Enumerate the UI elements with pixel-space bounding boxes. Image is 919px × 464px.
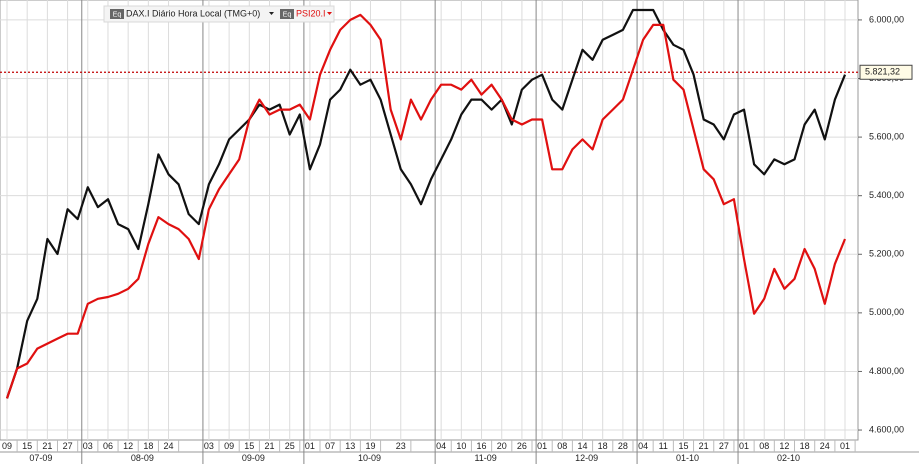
y-tick-label: 5.000,00 [869, 307, 904, 317]
reference-label-box [859, 64, 913, 80]
x-tick-label: 15 [244, 441, 254, 451]
x-tick-label: 04 [436, 441, 446, 451]
y-tick-label: 4.600,00 [869, 424, 904, 434]
x-tick-label: 04 [638, 441, 648, 451]
y-tick-label: 6.000,00 [869, 14, 904, 24]
x-group-label: 08-09 [131, 453, 154, 463]
x-tick-label: 18 [598, 441, 608, 451]
x-tick-label: 24 [820, 441, 830, 451]
y-tick-label: 5.400,00 [869, 190, 904, 200]
x-tick-label: 18 [143, 441, 153, 451]
x-group-label: 09-09 [242, 453, 265, 463]
x-tick-label: 09 [2, 441, 12, 451]
x-tick-label: 21 [264, 441, 274, 451]
y-tick-label: 4.800,00 [869, 366, 904, 376]
legend-icon-text[interactable]: Eq [283, 11, 292, 18]
legend-entry[interactable]: DAX.I Diário Hora Local (TMG+0) [126, 8, 260, 18]
x-tick-label: 25 [285, 441, 295, 451]
x-tick-label: 24 [164, 441, 174, 451]
x-tick-label: 23 [396, 441, 406, 451]
x-tick-label: 21 [42, 441, 52, 451]
legend-icon[interactable] [110, 9, 124, 19]
x-tick-label: 07 [325, 441, 335, 451]
x-tick-label: 16 [477, 441, 487, 451]
dropdown-arrow[interactable] [327, 12, 332, 15]
x-tick-label: 03 [83, 441, 93, 451]
x-tick-label: 12 [123, 441, 133, 451]
legend: Eq DAX.I Diário Hora Local (TMG+0) Eq PS… [103, 5, 335, 23]
x-tick-label: 14 [577, 441, 587, 451]
x-tick-label: 13 [345, 441, 355, 451]
x-tick-label: 20 [497, 441, 507, 451]
x-tick-label: 01 [739, 441, 749, 451]
y-tick-label: 5.200,00 [869, 249, 904, 259]
x-tick-label: 19 [365, 441, 375, 451]
x-tick-label: 15 [22, 441, 32, 451]
x-tick-label: 08 [759, 441, 769, 451]
x-tick-label: 01 [840, 441, 850, 451]
x-group-label: 10-09 [358, 453, 381, 463]
legend-box [103, 5, 335, 23]
x-group-label: 01-10 [676, 453, 699, 463]
legend-icon[interactable] [280, 9, 294, 19]
x-tick-label: 10 [456, 441, 466, 451]
x-group-label: 12-09 [575, 453, 598, 463]
x-tick-label: 15 [678, 441, 688, 451]
plot-area [0, 0, 859, 441]
x-tick-label: 06 [103, 441, 113, 451]
x-tick-label: 12 [779, 441, 789, 451]
x-tick-label: 26 [517, 441, 527, 451]
x-tick-label: 27 [63, 441, 73, 451]
x-tick-label: 28 [618, 441, 628, 451]
reference-label: 5.821,32 [865, 67, 900, 77]
legend-icon-text[interactable]: Eq [113, 11, 122, 18]
x-tick-label: 09 [224, 441, 234, 451]
series-line [5, 8, 847, 399]
x-tick-label: 27 [719, 441, 729, 451]
x-group-label: 07-09 [29, 453, 52, 463]
legend-entry[interactable]: PSI20.I [296, 8, 326, 18]
x-tick-label: 01 [305, 441, 315, 451]
dropdown-arrow[interactable] [269, 12, 274, 15]
series-line [5, 13, 847, 399]
x-tick-label: 03 [204, 441, 214, 451]
x-tick-label: 08 [557, 441, 567, 451]
x-group-label: 11-09 [474, 453, 496, 463]
x-tick-label: 21 [699, 441, 709, 451]
x-group-label: 02-10 [777, 453, 800, 463]
x-tick-label: 18 [800, 441, 810, 451]
x-tick-label: 11 [659, 441, 668, 451]
x-tick-label: 01 [537, 441, 547, 451]
y-tick-label: 5.600,00 [869, 131, 904, 141]
